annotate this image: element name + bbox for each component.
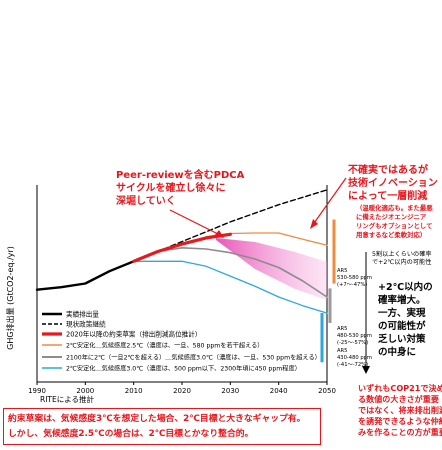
uncertainty-line-3: によって一層削減 xyxy=(348,189,427,202)
legend-label: 2020年以降の約束草案（排出削減高位推計） xyxy=(66,330,201,339)
y-axis-label: GHG排出量 (GtCO2-eq./yr) xyxy=(5,246,15,350)
cop21-note: いずれもCOP21で決め る数値の大きさが重要 ではなく、将来排出削減 を誘発で… xyxy=(358,383,442,438)
uncertainty-small-1: （温暖化適応も。また最悪 xyxy=(356,203,433,212)
cop21-note-line-2: る数値の大きさが重要 xyxy=(358,394,439,404)
series-line-0 xyxy=(35,260,135,291)
pdca-arrowhead xyxy=(214,230,224,238)
conclusion-line-1: 約束草案は、気候感度3℃を想定した場合、2℃目標と大きなギャップ有。 xyxy=(8,414,306,424)
x-tick-label: 2000 xyxy=(76,387,94,395)
x-tick-label: 2010 xyxy=(125,387,143,395)
plus2-line-3: 一方、実現 xyxy=(378,307,426,319)
legend-label: 実績排出量 xyxy=(66,310,99,319)
ar5-band-range: 430-480 ppm xyxy=(337,355,372,361)
x-tick-labels: 1990 2000 2010 2020 2030 2040 2050 xyxy=(28,382,336,395)
probability-annotation: 5割以上くらいの確率 で+2℃以内の可能性 xyxy=(362,250,432,374)
plus2-line-5: 乏しい対策 xyxy=(378,333,426,345)
probability-line-2: で+2℃以内の可能性 xyxy=(372,258,431,266)
series-layer xyxy=(35,189,328,314)
probability-arrowhead xyxy=(362,366,370,374)
uncertainty-annotation: 不確実ではあるが 技術イノベーション によって一層削減 （温暖化適応も。また最悪… xyxy=(310,163,438,239)
ar5-band-extra: (-41～-72%) xyxy=(337,362,368,368)
legend-label: 2℃安定化＿気候感度3.0℃（濃度は、500 ppm以下、2300年頃に450 … xyxy=(66,365,301,373)
ar5-band-label: AR5 xyxy=(337,326,347,332)
ar5-band-range: 480-530 ppm xyxy=(337,333,372,339)
cop21-note-line-5: みを作ることの方が重要 xyxy=(358,427,442,437)
plus2-line-6: の中身に xyxy=(378,346,416,358)
legend-label: 現状政策継続 xyxy=(66,320,106,329)
pdca-wedge xyxy=(216,238,327,300)
uncertainty-small-4: 用意するなど柔軟対応） xyxy=(356,230,426,239)
ar5-band-range: 530-580 ppm xyxy=(337,275,372,281)
uncertainty-line-1: 不確実ではあるが xyxy=(348,163,429,176)
probability-line-1: 5割以上くらいの確率 xyxy=(372,250,432,258)
ar5-band-label: AR5 xyxy=(337,348,347,354)
uncertainty-arrow xyxy=(311,177,347,227)
uncertainty-small-2: に備えたジオエンジニア xyxy=(356,212,427,221)
x-tick-label: 2020 xyxy=(173,387,191,395)
x-tick-label: 2040 xyxy=(270,387,288,395)
legend-label: 2100年に2℃（一旦2℃を超える）＿気候感度3.0℃（濃度は、一旦、530 p… xyxy=(66,354,321,362)
cop21-note-line-3: ではなく、将来排出削減 xyxy=(358,405,442,415)
x-tick-label: 2050 xyxy=(318,387,336,395)
uncertainty-arrowhead xyxy=(310,219,318,229)
uncertainty-small-3: リングもオプションとして xyxy=(356,221,433,230)
pdca-line-3: 深堀していく xyxy=(116,194,176,207)
cop21-note-line-4: を誘発できるような仲組 xyxy=(358,416,442,426)
conclusion-box: 約束草案は、気候感度3℃を想定した場合、2℃目標と大きなギャップ有。 しかし、気… xyxy=(3,408,321,445)
conclusion-line-2: しかし、気候感度2.5℃の場合は、2℃目標とかなり整合的。 xyxy=(8,429,254,439)
plus2-annotation: +2℃以内の 確率増大。 一方、実現 の可能性が 乏しい対策 の中身に xyxy=(378,281,433,358)
x-tick-label: 2030 xyxy=(221,387,239,395)
uncertainty-line-2: 技術イノベーション xyxy=(348,176,438,189)
series-line-2 xyxy=(132,232,232,263)
pdca-arrow xyxy=(169,209,223,237)
legend-label: 2℃安定化＿気候感度2.5℃（濃度は、一旦、580 ppmを若干超える） xyxy=(66,342,263,350)
plus2-line-4: の可能性が xyxy=(378,320,426,332)
pdca-annotation: Peer-reviewを含むPDCA サイクルを確立し徐々に 深堀していく xyxy=(116,168,245,238)
cop21-note-line-1: いずれもCOP21で決め xyxy=(358,383,442,393)
plus2-line-2: 確率増大。 xyxy=(378,294,426,306)
source-label: RITEによる推計 xyxy=(40,394,95,404)
pdca-line-2: サイクルを確立し徐々に xyxy=(116,181,226,194)
ar5-band-extra: (-25～-57%) xyxy=(337,340,368,346)
series-line-4 xyxy=(157,247,328,298)
ar5-band-label: AR5 xyxy=(337,268,347,274)
series-line-5 xyxy=(133,260,328,314)
plus2-line-1: +2℃以内の xyxy=(378,281,433,293)
ar5-band-extra: (+7～-47%) xyxy=(337,282,367,288)
x-tick-label: 1990 xyxy=(28,387,46,395)
pdca-line-1: Peer-reviewを含むPDCA xyxy=(116,168,245,181)
